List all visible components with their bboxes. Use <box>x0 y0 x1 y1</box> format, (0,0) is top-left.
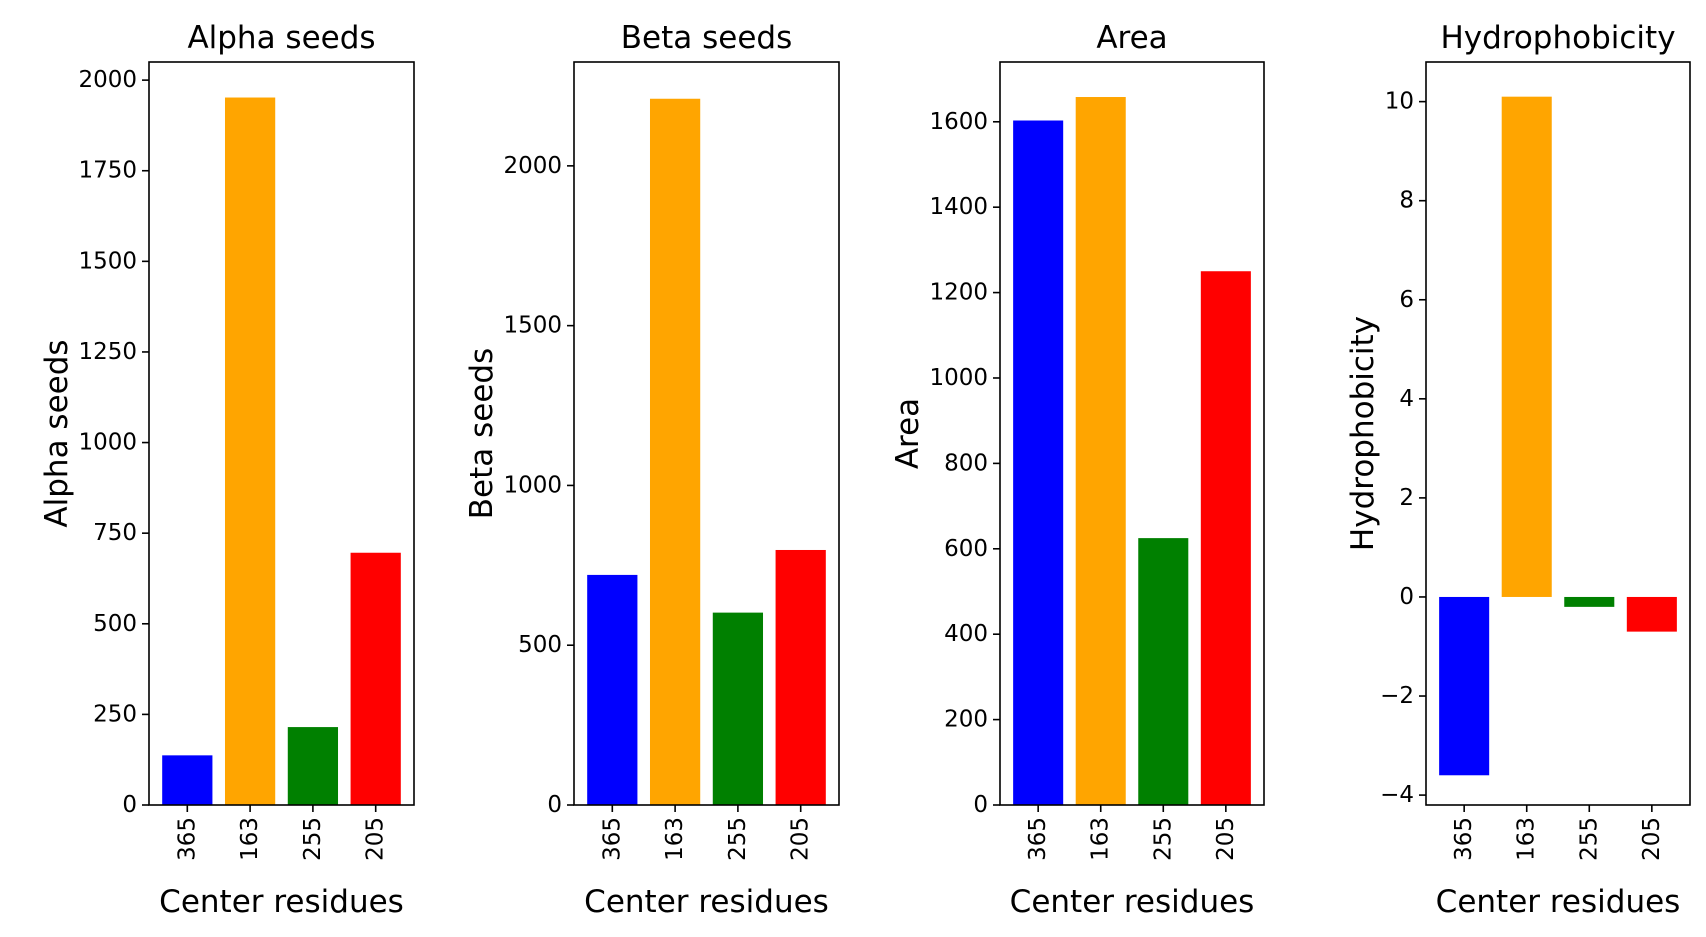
bar-163 <box>224 97 276 805</box>
chart-panel-2: 0 500 1000 1500 2000 365 163 255 205 Beta seeds Ce… <box>464 20 840 920</box>
y-tick-label: 1500 <box>78 248 137 274</box>
bar-163 <box>1075 97 1126 805</box>
chart-panel-4: −4 −2 0 2 4 6 8 10 365 163 255 205 Hydrophobicity Cen… <box>1345 20 1691 920</box>
x-tick-label: 205 <box>1639 817 1665 861</box>
y-tick-label: 1500 <box>503 313 562 339</box>
y-tick-label: 10 <box>1385 89 1414 115</box>
y-tick-label: 0 <box>1399 584 1414 610</box>
x-axis-label: Center residues <box>1010 884 1255 920</box>
x-tick-label: 255 <box>1150 817 1176 861</box>
chart-title: Area <box>1096 20 1167 56</box>
y-tick-label: 200 <box>944 707 988 733</box>
y-tick-label: 2000 <box>78 67 137 93</box>
y-tick-label: 800 <box>944 450 988 476</box>
bar-365 <box>1439 596 1490 776</box>
x-tick-label: 163 <box>237 817 263 861</box>
y-tick-label: 4 <box>1399 386 1414 412</box>
axes-frame <box>999 61 1265 806</box>
chart-title: Alpha seeds <box>187 20 375 56</box>
y-tick-label: 1750 <box>78 158 137 184</box>
chart-title: Hydrophobicity <box>1440 20 1675 56</box>
x-axis-label: Center residues <box>584 884 829 920</box>
x-tick-label: 365 <box>174 817 200 861</box>
x-tick-label: 255 <box>1576 817 1602 861</box>
y-tick-label: 1400 <box>929 194 988 220</box>
axes-frame <box>1425 61 1691 806</box>
y-tick-label: 400 <box>944 621 988 647</box>
axes-frame <box>573 61 840 806</box>
x-tick-label: 163 <box>1088 817 1114 861</box>
bar-205 <box>350 552 401 805</box>
x-axis-label: Center residues <box>1436 884 1681 920</box>
y-tick-label: 1000 <box>78 430 137 456</box>
bar-163 <box>1501 96 1552 597</box>
x-tick-label: 205 <box>1213 817 1239 861</box>
x-tick-label: 365 <box>1025 817 1051 861</box>
x-tick-label: 365 <box>599 817 625 861</box>
x-tick-label: 163 <box>1514 817 1540 861</box>
bar-255 <box>1138 538 1189 805</box>
y-tick-label: 0 <box>122 792 137 818</box>
bar-255 <box>287 727 339 805</box>
chart-panel-3: 0 200 400 600 800 1000 1200 1400 1600 365 163 255 20… <box>890 20 1265 920</box>
y-axis-label: Beta seeds <box>464 348 500 519</box>
chart-title: Beta seeds <box>621 20 792 56</box>
y-axis-label: Area <box>890 398 926 469</box>
y-tick-label: 250 <box>93 701 137 727</box>
x-axis-label: Center residues <box>159 884 404 920</box>
bar-255 <box>712 612 764 805</box>
y-tick-label: 8 <box>1399 188 1414 214</box>
bar-205 <box>1200 271 1251 806</box>
y-tick-label: 0 <box>547 792 562 818</box>
bar-255 <box>1564 596 1615 607</box>
x-tick-label: 255 <box>300 817 326 861</box>
y-axis-label: Alpha seeds <box>39 339 75 527</box>
bar-365 <box>1013 120 1064 806</box>
y-tick-label: 1250 <box>78 339 137 365</box>
y-axis-label: Hydrophobicity <box>1345 316 1381 551</box>
x-tick-label: 205 <box>363 817 389 861</box>
y-tick-label: 1600 <box>929 109 988 135</box>
y-tick-label: 1000 <box>929 365 988 391</box>
bar-365 <box>587 574 638 805</box>
y-tick-label: 2000 <box>503 153 562 179</box>
bar-163 <box>649 98 701 805</box>
bar-205 <box>775 549 826 805</box>
y-tick-label: 0 <box>973 792 988 818</box>
y-tick-label: 1000 <box>503 472 562 498</box>
x-tick-label: 163 <box>662 817 688 861</box>
bar-205 <box>1626 596 1677 632</box>
x-tick-label: 205 <box>788 817 814 861</box>
y-tick-label: 600 <box>944 536 988 562</box>
y-tick-label: 6 <box>1399 287 1414 313</box>
y-tick-label: 500 <box>518 632 562 658</box>
y-tick-label: 750 <box>93 520 137 546</box>
y-tick-label: −4 <box>1380 782 1414 808</box>
axes-frame <box>148 61 415 806</box>
bar-365 <box>162 755 213 805</box>
y-tick-label: 1200 <box>929 280 988 306</box>
chart-panel-1: 0 250 500 750 1000 1250 1500 1750 2000 365 163 255 2… <box>39 20 415 920</box>
y-tick-label: −2 <box>1380 683 1414 709</box>
x-tick-label: 255 <box>725 817 751 861</box>
y-tick-label: 2 <box>1399 485 1414 511</box>
y-tick-label: 500 <box>93 611 137 637</box>
x-tick-label: 365 <box>1451 817 1477 861</box>
